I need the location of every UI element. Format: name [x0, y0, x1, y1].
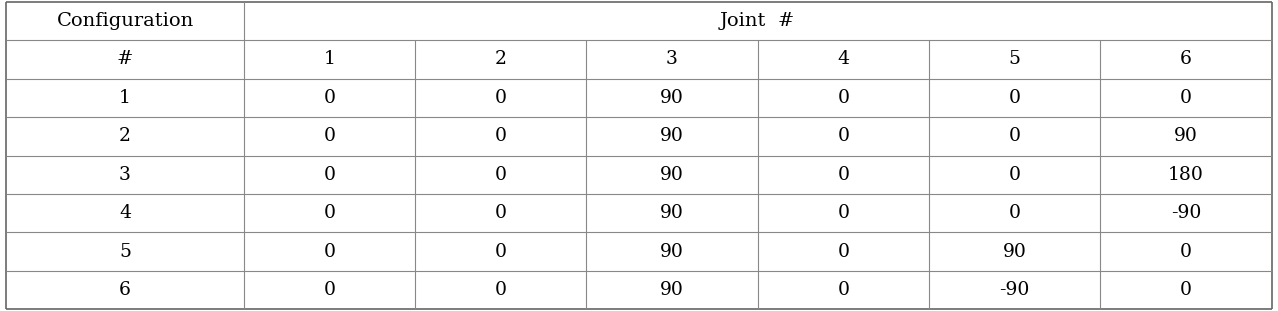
Text: 0: 0: [323, 243, 335, 261]
Text: 2: 2: [119, 127, 132, 145]
Text: 6: 6: [1180, 50, 1192, 68]
Text: 0: 0: [837, 281, 850, 299]
Text: 5: 5: [119, 243, 132, 261]
Text: Configuration: Configuration: [56, 12, 194, 30]
Text: 6: 6: [119, 281, 130, 299]
Text: 3: 3: [666, 50, 677, 68]
Text: 0: 0: [495, 204, 506, 222]
Text: -90: -90: [1171, 204, 1201, 222]
Text: 0: 0: [1008, 166, 1021, 184]
Text: 0: 0: [837, 127, 850, 145]
Text: 0: 0: [837, 89, 850, 107]
Text: 3: 3: [119, 166, 130, 184]
Text: 0: 0: [837, 166, 850, 184]
Text: 0: 0: [495, 243, 506, 261]
Text: 0: 0: [495, 127, 506, 145]
Text: 0: 0: [323, 166, 335, 184]
Text: -90: -90: [999, 281, 1030, 299]
Text: 1: 1: [323, 50, 335, 68]
Text: 0: 0: [1008, 89, 1021, 107]
Text: 5: 5: [1008, 50, 1021, 68]
Text: 0: 0: [1180, 281, 1192, 299]
Text: 90: 90: [659, 127, 684, 145]
Text: 90: 90: [1003, 243, 1026, 261]
Text: 0: 0: [1008, 204, 1021, 222]
Text: 2: 2: [495, 50, 506, 68]
Text: 0: 0: [323, 127, 335, 145]
Text: 90: 90: [659, 243, 684, 261]
Text: 0: 0: [1180, 243, 1192, 261]
Text: 0: 0: [1008, 127, 1021, 145]
Text: 1: 1: [119, 89, 130, 107]
Text: 0: 0: [323, 89, 335, 107]
Text: 0: 0: [323, 204, 335, 222]
Text: #: #: [116, 50, 133, 68]
Text: 0: 0: [495, 166, 506, 184]
Text: 90: 90: [659, 204, 684, 222]
Text: 90: 90: [659, 89, 684, 107]
Text: Joint  #: Joint #: [720, 12, 795, 30]
Text: 0: 0: [1180, 89, 1192, 107]
Text: 0: 0: [323, 281, 335, 299]
Text: 4: 4: [119, 204, 132, 222]
Text: 0: 0: [495, 89, 506, 107]
Text: 0: 0: [837, 204, 850, 222]
Text: 90: 90: [1174, 127, 1197, 145]
Text: 4: 4: [837, 50, 850, 68]
Text: 90: 90: [659, 166, 684, 184]
Text: 90: 90: [659, 281, 684, 299]
Text: 0: 0: [837, 243, 850, 261]
Text: 0: 0: [495, 281, 506, 299]
Text: 180: 180: [1168, 166, 1204, 184]
